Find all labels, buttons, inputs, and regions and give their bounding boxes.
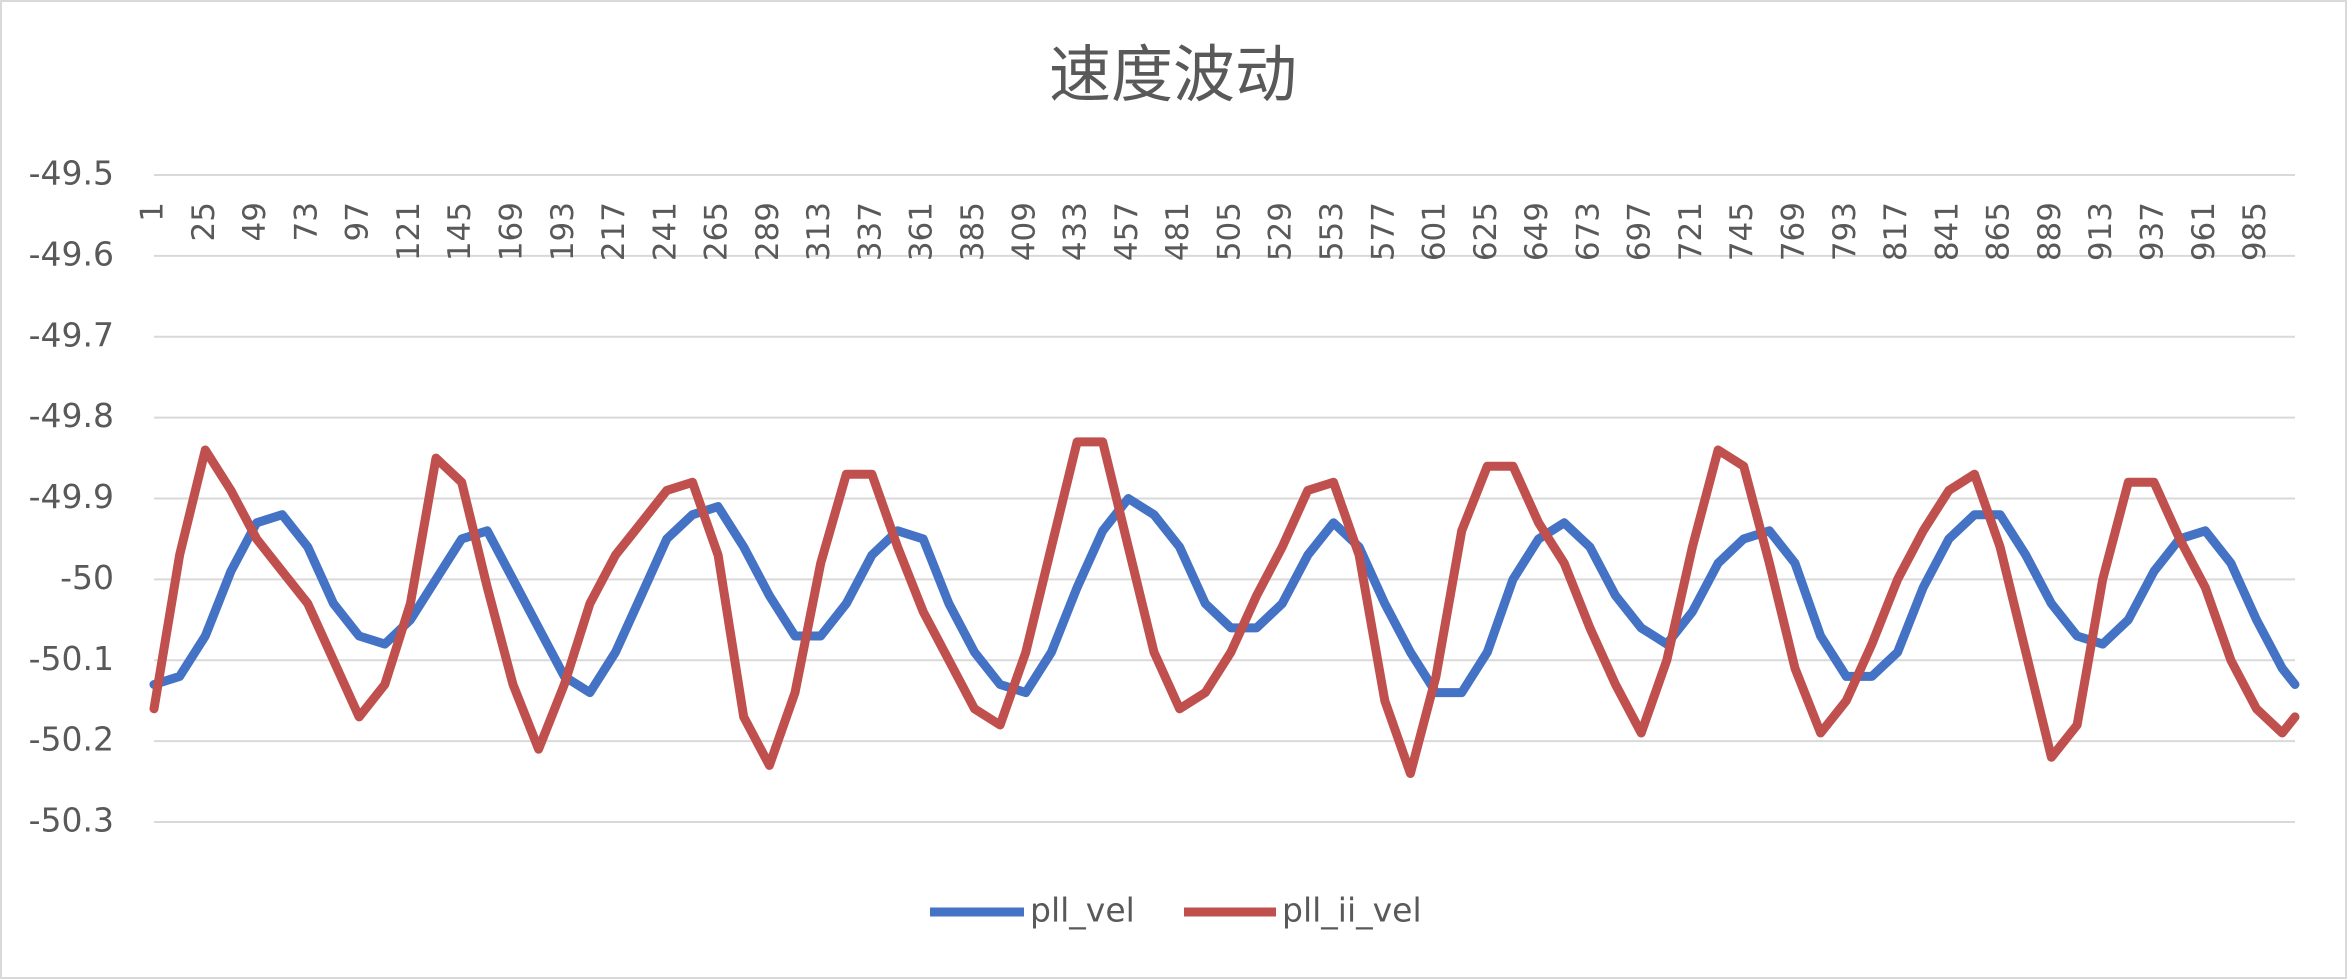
- x-tick-label: 457: [1109, 202, 1145, 261]
- x-tick-label: 937: [2134, 202, 2170, 261]
- y-tick-label: -50: [60, 558, 114, 597]
- x-tick-label: 529: [1263, 202, 1299, 261]
- x-tick-label: 313: [801, 202, 837, 261]
- x-tick-label: 889: [2032, 202, 2068, 261]
- y-tick-label: -50.3: [29, 801, 114, 840]
- x-tick-label: 769: [1776, 202, 1812, 261]
- x-tick-label: 265: [699, 202, 735, 261]
- x-tick-label: 145: [442, 202, 478, 261]
- x-tick-label: 385: [955, 202, 991, 261]
- legend-label: pll_vel: [1030, 891, 1135, 930]
- x-tick-label: 913: [2083, 202, 2119, 261]
- series-line: [149, 494, 2300, 698]
- x-tick-label: 721: [1673, 202, 1709, 261]
- plot-area: [149, 437, 2300, 778]
- x-tick-label: 289: [750, 202, 786, 261]
- x-tick-label: 673: [1570, 202, 1606, 261]
- x-tick-label: 193: [545, 202, 581, 261]
- x-tick-label: 97: [340, 202, 376, 241]
- x-tick-label: 121: [391, 202, 427, 261]
- y-tick-label: -49.7: [29, 315, 114, 354]
- x-tick-label: 577: [1365, 202, 1401, 261]
- x-tick-label: 241: [647, 202, 683, 261]
- x-tick-label: 49: [237, 202, 273, 241]
- x-tick-label: 337: [852, 202, 888, 261]
- x-tick-label: 961: [2186, 202, 2222, 261]
- x-tick-label: 601: [1417, 202, 1453, 261]
- y-tick-label: -50.2: [29, 720, 114, 759]
- series-line: [149, 437, 2300, 778]
- x-tick-label: 841: [1929, 202, 1965, 261]
- x-tick-label: 73: [288, 202, 324, 241]
- legend: pll_vel pll_ii_vel: [930, 891, 1422, 930]
- x-tick-label: 1: [135, 202, 171, 222]
- x-tick-label: 625: [1468, 202, 1504, 261]
- x-tick-label: 409: [1006, 202, 1042, 261]
- chart-title: 速度波动: [1049, 38, 1297, 111]
- x-tick-label: 793: [1827, 202, 1863, 261]
- x-tick-label: 25: [186, 202, 222, 241]
- x-tick-label: 985: [2237, 202, 2273, 261]
- x-tick-label: 697: [1622, 202, 1658, 261]
- x-tick-label: 817: [1878, 202, 1914, 261]
- y-tick-label: -49.9: [29, 477, 114, 516]
- y-tick-label: -50.1: [29, 639, 114, 678]
- x-tick-label: 481: [1160, 202, 1196, 261]
- legend-label: pll_ii_vel: [1282, 891, 1422, 930]
- y-tick-label: -49.6: [29, 234, 114, 273]
- x-tick-label: 169: [493, 202, 529, 261]
- x-tick-label: 553: [1314, 202, 1350, 261]
- y-tick-label: -49.5: [29, 154, 114, 193]
- x-tick-label: 865: [1981, 202, 2017, 261]
- x-tick-label: 649: [1519, 202, 1555, 261]
- x-tick-label: 217: [596, 202, 632, 261]
- y-tick-label: -49.8: [29, 396, 114, 435]
- x-tick-label: 505: [1211, 202, 1247, 261]
- x-tick-label: 433: [1058, 202, 1094, 261]
- x-tick-label: 361: [904, 202, 940, 261]
- x-tick-label: 745: [1724, 202, 1760, 261]
